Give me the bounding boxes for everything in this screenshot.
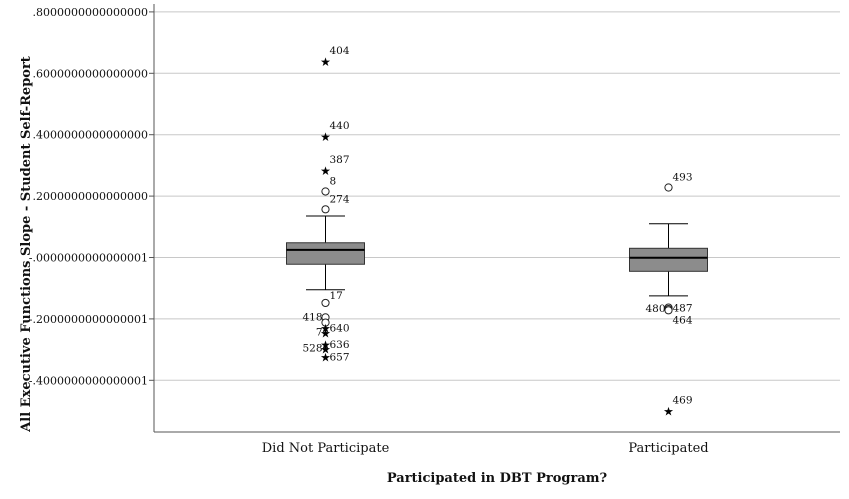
extreme-outlier-marker: ★	[320, 338, 331, 352]
y-axis-title: All Executive Functions Slope - Student …	[19, 56, 34, 433]
outlier-case-label: 640	[330, 322, 350, 334]
outlier-case-label: 480	[645, 303, 665, 315]
outlier-marker	[321, 298, 330, 308]
outlier-case-label: 440	[330, 120, 350, 132]
outlier-marker	[664, 306, 673, 315]
outlier-case-label: 8	[330, 175, 337, 187]
x-category-label: Did Not Participate	[262, 441, 390, 456]
outlier-case-label: 657	[330, 351, 350, 363]
outlier-case-label: 404	[330, 45, 350, 57]
category-labels: Did Not Participate Participated	[262, 441, 709, 456]
extreme-outlier-marker: ★	[320, 350, 331, 364]
y-tick-label: .8000000000000000	[33, 6, 148, 19]
y-tick-label: .4000000000000000	[33, 129, 148, 142]
box-group: 493 487 480 464 ★469	[629, 172, 708, 418]
extreme-outlier-marker: ★	[320, 342, 331, 356]
extreme-outlier-marker: ★	[320, 55, 331, 69]
y-tick-label: -.2000000000000001	[29, 313, 148, 326]
outlier-case-label: 528	[302, 342, 322, 354]
outlier-case-label: 493	[673, 172, 693, 184]
outlier-marker	[321, 318, 330, 327]
outlier-case-label: 464	[673, 314, 693, 326]
outlier-case-label: 469	[673, 394, 693, 406]
outlier-marker	[664, 183, 673, 192]
outlier-case-label: 487	[673, 303, 693, 315]
extreme-outlier-marker: ★	[320, 321, 331, 335]
y-tick-label: -.0000000000000001	[29, 252, 148, 265]
outlier-case-label: 387	[330, 154, 350, 166]
extreme-outlier-marker: ★	[320, 327, 331, 341]
gridlines	[154, 11, 840, 381]
x-category-label: Participated	[628, 441, 708, 456]
extreme-outlier-marker: ★	[320, 164, 331, 178]
outlier-case-label: 636	[330, 339, 350, 351]
y-tick-labels: .8000000000000000 .6000000000000000 .40000…	[29, 6, 154, 387]
y-tick-label: .6000000000000000	[33, 67, 148, 80]
x-axis-title: Participated in DBT Program?	[387, 471, 608, 486]
extreme-outlier-marker: ★	[663, 404, 674, 418]
iqr-box	[286, 242, 365, 265]
y-tick-label: -.4000000000000001	[29, 374, 148, 387]
outlier-case-label: 274	[330, 193, 350, 205]
extreme-outlier-marker: ★	[320, 130, 331, 144]
outlier-marker	[321, 205, 330, 214]
iqr-box	[629, 247, 708, 272]
outlier-case-label: 418	[302, 311, 322, 323]
y-tick-label: .2000000000000000	[33, 190, 148, 203]
plot-area	[154, 4, 840, 432]
outlier-case-label: 17	[330, 290, 343, 302]
outlier-marker	[321, 187, 330, 196]
box-groups: ★404★440★387827417418★640★7★636★528★6574…	[286, 45, 708, 418]
outlier-case-label: 7	[316, 327, 323, 339]
